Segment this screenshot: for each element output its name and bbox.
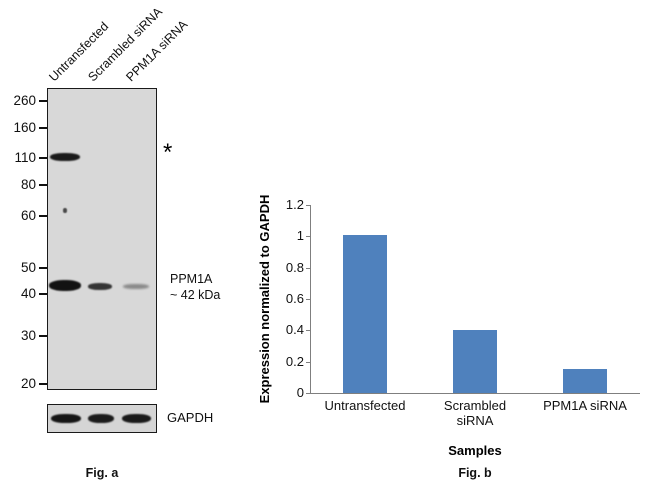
blot-image	[47, 88, 157, 390]
y-tick-label-1.2: 1.2	[285, 197, 304, 212]
gapdh-band-lane2	[88, 414, 114, 423]
x-tick-label-ppm1a-sirna: PPM1A siRNA	[543, 398, 627, 413]
y-tick-label-1: 1	[296, 228, 304, 244]
nonspecific-band-lane1	[50, 153, 80, 161]
y-tick-label-0: 0	[296, 385, 304, 400]
mw-label-20: 20	[20, 376, 36, 391]
y-tick-mark-1	[306, 236, 310, 237]
mw-tick-30	[39, 335, 47, 337]
y-tick-mark-0.6	[306, 299, 310, 300]
mw-tick-160	[39, 127, 47, 129]
mw-tick-80	[39, 184, 47, 186]
y-tick-mark-1.2	[306, 205, 310, 206]
mw-label-50: 50	[20, 260, 36, 275]
bar-untransfected	[343, 235, 387, 393]
y-tick-mark-0	[306, 393, 310, 394]
bar-scrambled-sirna	[453, 330, 497, 393]
fig-a-caption: Fig. a	[85, 466, 119, 480]
x-axis-title: Samples	[448, 443, 502, 458]
mw-label-160: 160	[13, 120, 36, 135]
x-axis	[310, 393, 640, 394]
band-annotation-name: PPM1A	[170, 272, 213, 286]
fig-b-caption: Fig. b	[458, 466, 492, 480]
mw-tick-60	[39, 215, 47, 217]
mw-label-80: 80	[20, 177, 36, 192]
mw-label-260: 260	[13, 93, 36, 108]
band-annotation-size: ~ 42 kDa	[170, 288, 221, 302]
ppm1a-band-lane1	[49, 280, 81, 291]
mw-tick-20	[39, 383, 47, 385]
ppm1a-band-lane2	[88, 283, 112, 290]
gapdh-band-lane3	[122, 414, 151, 423]
y-tick-mark-0.2	[306, 362, 310, 363]
mw-label-60: 60	[20, 208, 36, 223]
loading-control-label: GAPDH	[167, 410, 214, 425]
bar-ppm1a-sirna	[563, 369, 607, 393]
y-tick-label-0.8: 0.8	[285, 259, 304, 275]
mw-label-110: 110	[14, 150, 36, 165]
y-tick-label-0.2: 0.2	[285, 353, 304, 369]
gapdh-blot-image	[47, 404, 157, 433]
mw-tick-40	[39, 293, 47, 295]
mw-tick-260	[39, 100, 47, 102]
ppm1a-band-lane3	[123, 284, 149, 289]
y-tick-label-0.6: 0.6	[285, 291, 304, 306]
speck-lane1	[63, 208, 67, 213]
mw-tick-50	[39, 267, 47, 269]
mw-label-40: 40	[20, 286, 36, 301]
y-tick-label-0.4: 0.4	[285, 322, 304, 338]
x-tick-label-untransfected: Untransfected	[324, 398, 406, 413]
y-axis	[310, 205, 311, 394]
mw-label-30: 30	[20, 328, 36, 343]
nonspecific-band-marker: *	[163, 139, 173, 166]
y-tick-mark-0.8	[306, 268, 310, 269]
y-tick-mark-0.4	[306, 330, 310, 331]
gapdh-band-lane1	[51, 414, 81, 423]
mw-tick-110	[39, 157, 47, 159]
x-tick-label-scrambled-sirna: Scrambled siRNA	[443, 398, 507, 428]
